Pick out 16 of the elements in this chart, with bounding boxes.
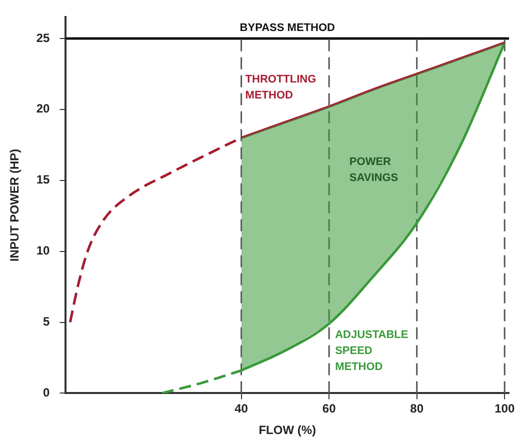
ref-line-label: BYPASS METHOD — [240, 22, 335, 34]
y-tick-label: 5 — [43, 314, 50, 329]
y-tick-label: 25 — [36, 30, 50, 45]
y-axis-title: INPUT POWER (HP) — [8, 148, 22, 262]
y-tick-label: 20 — [36, 102, 50, 116]
x-tick-label: 100 — [494, 402, 515, 416]
series-label: THROTTLING METHOD — [245, 73, 316, 102]
y-tick-label: 10 — [36, 244, 50, 258]
x-tick-label: 80 — [410, 402, 424, 416]
annotation: POWER SAVINGS — [349, 156, 398, 184]
x-tick-label: 40 — [234, 402, 248, 416]
y-tick-label: 0 — [43, 386, 50, 400]
x-tick-label: 60 — [322, 402, 336, 416]
x-axis-title: FLOW (%) — [258, 423, 316, 438]
series-label: ADJUSTABLE SPEED METHOD — [335, 329, 408, 374]
y-tick-label: 15 — [36, 172, 50, 187]
